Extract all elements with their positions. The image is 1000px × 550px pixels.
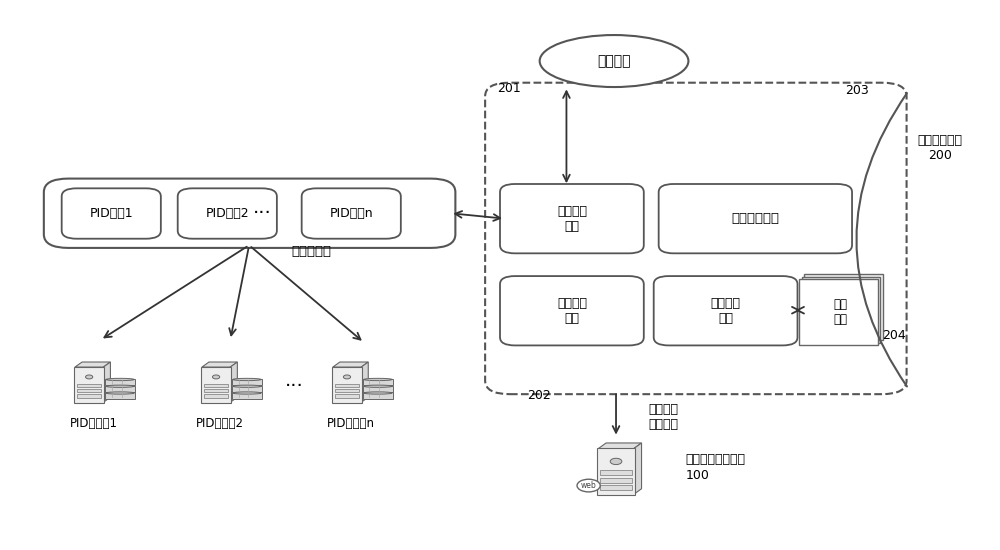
Text: PID节点n: PID节点n (329, 207, 373, 220)
FancyBboxPatch shape (804, 274, 883, 340)
Text: 组态界面: 组态界面 (597, 54, 631, 68)
Text: 节点管理器: 节点管理器 (292, 245, 332, 258)
FancyBboxPatch shape (335, 389, 359, 393)
Text: 下发全厂
监控计划: 下发全厂 监控计划 (649, 403, 679, 431)
Text: 203: 203 (845, 84, 869, 97)
Ellipse shape (364, 385, 392, 387)
FancyBboxPatch shape (335, 384, 359, 387)
Text: PID工作站n: PID工作站n (327, 417, 375, 431)
Text: 组态
文件: 组态 文件 (833, 298, 847, 326)
FancyBboxPatch shape (600, 486, 632, 491)
FancyBboxPatch shape (232, 393, 262, 399)
FancyBboxPatch shape (74, 366, 104, 403)
Text: 组态软件模块
200: 组态软件模块 200 (918, 134, 963, 162)
Text: PID工作站1: PID工作站1 (69, 417, 117, 431)
Polygon shape (333, 362, 368, 367)
Polygon shape (598, 443, 642, 449)
Ellipse shape (364, 392, 392, 394)
FancyBboxPatch shape (105, 393, 135, 399)
Text: 100: 100 (685, 469, 709, 482)
Text: ...: ... (285, 371, 304, 390)
Text: ···: ··· (253, 204, 271, 223)
FancyBboxPatch shape (178, 188, 277, 239)
Text: 权限管理单元: 权限管理单元 (731, 212, 779, 225)
Text: PID工作站2: PID工作站2 (196, 417, 244, 431)
Text: 组态管理
单元: 组态管理 单元 (711, 297, 741, 324)
Polygon shape (361, 362, 368, 402)
FancyBboxPatch shape (500, 184, 644, 254)
FancyBboxPatch shape (600, 470, 632, 475)
FancyBboxPatch shape (302, 188, 401, 239)
FancyBboxPatch shape (802, 277, 880, 343)
FancyBboxPatch shape (105, 379, 135, 385)
FancyBboxPatch shape (500, 276, 644, 345)
Polygon shape (202, 362, 237, 367)
Circle shape (610, 458, 622, 465)
Text: 全厂监控服务模块: 全厂监控服务模块 (685, 453, 745, 466)
FancyBboxPatch shape (204, 384, 228, 387)
Circle shape (212, 375, 220, 379)
FancyBboxPatch shape (77, 389, 101, 393)
FancyBboxPatch shape (62, 188, 161, 239)
FancyBboxPatch shape (232, 386, 262, 392)
Text: 201: 201 (497, 81, 521, 95)
Circle shape (577, 479, 600, 492)
FancyBboxPatch shape (105, 386, 135, 392)
FancyBboxPatch shape (204, 394, 228, 398)
Ellipse shape (233, 392, 261, 394)
FancyBboxPatch shape (204, 389, 228, 393)
Polygon shape (75, 362, 110, 367)
FancyBboxPatch shape (363, 393, 393, 399)
Text: 204: 204 (882, 329, 906, 342)
FancyBboxPatch shape (597, 448, 635, 495)
Circle shape (343, 375, 351, 379)
FancyBboxPatch shape (335, 394, 359, 398)
Polygon shape (230, 362, 237, 402)
Ellipse shape (540, 35, 688, 87)
FancyBboxPatch shape (77, 394, 101, 398)
FancyBboxPatch shape (44, 179, 455, 248)
Ellipse shape (233, 378, 261, 381)
FancyBboxPatch shape (799, 279, 878, 345)
Text: 分组管理
单元: 分组管理 单元 (557, 205, 587, 233)
Text: 202: 202 (527, 389, 551, 402)
FancyBboxPatch shape (332, 366, 362, 403)
Ellipse shape (106, 392, 134, 394)
FancyBboxPatch shape (654, 276, 798, 345)
FancyBboxPatch shape (600, 477, 632, 482)
Text: 节点管理
单元: 节点管理 单元 (557, 297, 587, 324)
FancyBboxPatch shape (77, 384, 101, 387)
FancyBboxPatch shape (363, 386, 393, 392)
FancyBboxPatch shape (201, 366, 231, 403)
Polygon shape (103, 362, 110, 402)
FancyBboxPatch shape (232, 379, 262, 385)
FancyBboxPatch shape (363, 379, 393, 385)
Text: web: web (581, 481, 597, 490)
Text: PID节点1: PID节点1 (89, 207, 133, 220)
Text: PID节点2: PID节点2 (205, 207, 249, 220)
FancyBboxPatch shape (659, 184, 852, 254)
Ellipse shape (106, 378, 134, 381)
Ellipse shape (364, 378, 392, 381)
Ellipse shape (233, 385, 261, 387)
Circle shape (86, 375, 93, 379)
Ellipse shape (106, 385, 134, 387)
Polygon shape (634, 443, 642, 494)
